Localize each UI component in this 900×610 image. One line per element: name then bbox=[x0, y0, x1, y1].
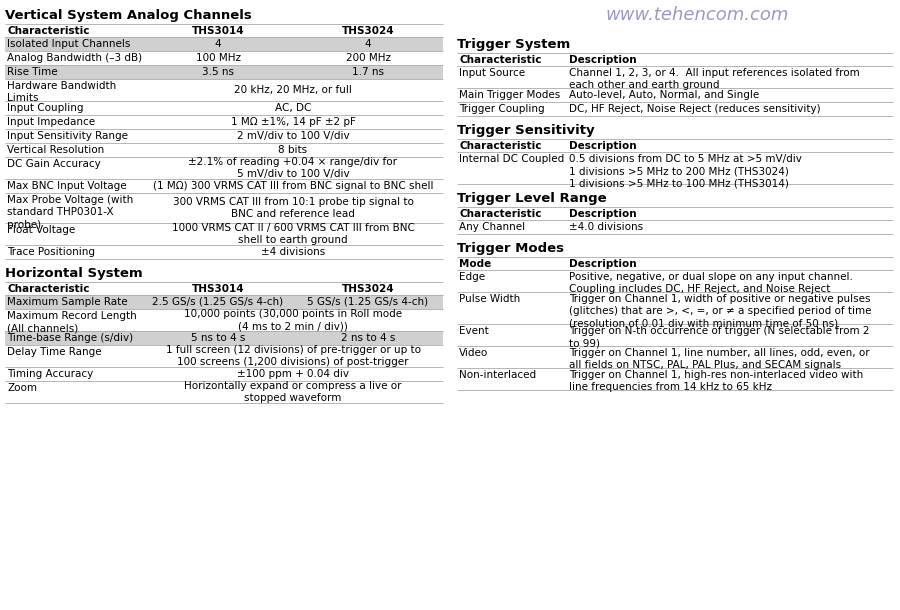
Text: Analog Bandwidth (–3 dB): Analog Bandwidth (–3 dB) bbox=[7, 53, 142, 63]
Text: Video: Video bbox=[459, 348, 488, 358]
Text: Input Source: Input Source bbox=[459, 68, 525, 78]
Text: Max BNC Input Voltage: Max BNC Input Voltage bbox=[7, 181, 127, 191]
Text: ±4.0 divisions: ±4.0 divisions bbox=[569, 222, 643, 232]
Text: DC Gain Accuracy: DC Gain Accuracy bbox=[7, 159, 101, 169]
Bar bbox=[5, 37, 443, 51]
Text: 1000 VRMS CAT II / 600 VRMS CAT III from BNC
shell to earth ground: 1000 VRMS CAT II / 600 VRMS CAT III from… bbox=[172, 223, 414, 245]
Text: Delay Time Range: Delay Time Range bbox=[7, 347, 102, 357]
Text: Channel 1, 2, 3, or 4.  All input references isolated from
each other and earth : Channel 1, 2, 3, or 4. All input referen… bbox=[569, 68, 859, 90]
Text: Trigger on Channel 1, width of positive or negative pulses
(glitches) that are >: Trigger on Channel 1, width of positive … bbox=[569, 294, 871, 329]
Text: (1 MΩ) 300 VRMS CAT III from BNC signal to BNC shell: (1 MΩ) 300 VRMS CAT III from BNC signal … bbox=[153, 181, 433, 191]
Text: Vertical System Analog Channels: Vertical System Analog Channels bbox=[5, 9, 252, 22]
Text: Trigger on N-th occurrence of trigger (N selectable from 2
to 99): Trigger on N-th occurrence of trigger (N… bbox=[569, 326, 869, 348]
Text: Vertical Resolution: Vertical Resolution bbox=[7, 145, 104, 155]
Text: Internal DC Coupled: Internal DC Coupled bbox=[459, 154, 564, 164]
Text: 2 ns to 4 s: 2 ns to 4 s bbox=[341, 333, 395, 343]
Text: Max Probe Voltage (with
standard THP0301-X
probe): Max Probe Voltage (with standard THP0301… bbox=[7, 195, 133, 230]
Text: Characteristic: Characteristic bbox=[7, 284, 89, 294]
Text: Horizontally expand or compress a live or
stopped waveform: Horizontally expand or compress a live o… bbox=[184, 381, 401, 403]
Text: 8 bits: 8 bits bbox=[278, 145, 308, 155]
Text: Maximum Sample Rate: Maximum Sample Rate bbox=[7, 297, 128, 307]
Text: Characteristic: Characteristic bbox=[459, 55, 542, 65]
Text: Description: Description bbox=[569, 141, 636, 151]
Text: 2 mV/div to 100 V/div: 2 mV/div to 100 V/div bbox=[237, 131, 349, 141]
Text: Hardware Bandwidth
Limits: Hardware Bandwidth Limits bbox=[7, 81, 116, 104]
Text: Trigger Coupling: Trigger Coupling bbox=[459, 104, 544, 114]
Text: www.tehencom.com: www.tehencom.com bbox=[605, 6, 788, 24]
Text: Trigger Modes: Trigger Modes bbox=[457, 242, 564, 255]
Text: Event: Event bbox=[459, 326, 489, 336]
Text: Auto-level, Auto, Normal, and Single: Auto-level, Auto, Normal, and Single bbox=[569, 90, 760, 100]
Text: 4: 4 bbox=[215, 39, 221, 49]
Text: 300 VRMS CAT III from 10:1 probe tip signal to
BNC and reference lead: 300 VRMS CAT III from 10:1 probe tip sig… bbox=[173, 197, 413, 219]
Text: Edge: Edge bbox=[459, 272, 485, 282]
Text: Characteristic: Characteristic bbox=[7, 26, 89, 36]
Text: Trace Positioning: Trace Positioning bbox=[7, 247, 95, 257]
Text: 5 ns to 4 s: 5 ns to 4 s bbox=[191, 333, 245, 343]
Text: Input Coupling: Input Coupling bbox=[7, 103, 84, 113]
Text: 10,000 points (30,000 points in Roll mode
(4 ms to 2 min / div)): 10,000 points (30,000 points in Roll mod… bbox=[184, 309, 402, 331]
Text: 5 GS/s (1.25 GS/s 4-ch): 5 GS/s (1.25 GS/s 4-ch) bbox=[308, 297, 428, 307]
Text: THS3024: THS3024 bbox=[342, 26, 394, 36]
Text: Time-base Range (s/div): Time-base Range (s/div) bbox=[7, 333, 133, 343]
Text: Input Impedance: Input Impedance bbox=[7, 117, 95, 127]
Text: Rise Time: Rise Time bbox=[7, 67, 58, 77]
Text: Description: Description bbox=[569, 259, 636, 269]
Text: Float Voltage: Float Voltage bbox=[7, 225, 76, 235]
Text: 100 MHz: 100 MHz bbox=[195, 53, 240, 63]
Text: Trigger on Channel 1, high-res non-interlaced video with
line frequencies from 1: Trigger on Channel 1, high-res non-inter… bbox=[569, 370, 863, 392]
Text: Description: Description bbox=[569, 209, 636, 219]
Text: 1 full screen (12 divisions) of pre-trigger or up to
100 screens (1,200 division: 1 full screen (12 divisions) of pre-trig… bbox=[166, 345, 420, 367]
Text: Timing Accuracy: Timing Accuracy bbox=[7, 369, 94, 379]
Bar bbox=[5, 331, 443, 345]
Text: Trigger Level Range: Trigger Level Range bbox=[457, 192, 607, 205]
Text: 0.5 divisions from DC to 5 MHz at >5 mV/div
1 divisions >5 MHz to 200 MHz (THS30: 0.5 divisions from DC to 5 MHz at >5 mV/… bbox=[569, 154, 802, 189]
Text: Isolated Input Channels: Isolated Input Channels bbox=[7, 39, 130, 49]
Text: THS3024: THS3024 bbox=[342, 284, 394, 294]
Text: Description: Description bbox=[569, 55, 636, 65]
Text: Main Trigger Modes: Main Trigger Modes bbox=[459, 90, 560, 100]
Text: 1.7 ns: 1.7 ns bbox=[352, 67, 384, 77]
Text: Maximum Record Length
(All channels): Maximum Record Length (All channels) bbox=[7, 311, 137, 334]
Text: THS3014: THS3014 bbox=[192, 284, 244, 294]
Text: 20 kHz, 20 MHz, or full: 20 kHz, 20 MHz, or full bbox=[234, 85, 352, 95]
Text: Characteristic: Characteristic bbox=[459, 209, 542, 219]
Text: THS3014: THS3014 bbox=[192, 26, 244, 36]
Text: Trigger Sensitivity: Trigger Sensitivity bbox=[457, 124, 595, 137]
Text: Trigger on Channel 1, line number, all lines, odd, even, or
all fields on NTSC, : Trigger on Channel 1, line number, all l… bbox=[569, 348, 869, 370]
Text: ±4 divisions: ±4 divisions bbox=[261, 247, 325, 257]
Text: Trigger System: Trigger System bbox=[457, 38, 571, 51]
Text: Horizontal System: Horizontal System bbox=[5, 267, 142, 280]
Bar bbox=[5, 295, 443, 309]
Text: 4: 4 bbox=[364, 39, 372, 49]
Text: ±100 ppm + 0.04 div: ±100 ppm + 0.04 div bbox=[237, 369, 349, 379]
Text: Non-interlaced: Non-interlaced bbox=[459, 370, 536, 380]
Text: Characteristic: Characteristic bbox=[459, 141, 542, 151]
Text: 200 MHz: 200 MHz bbox=[346, 53, 391, 63]
Text: Any Channel: Any Channel bbox=[459, 222, 525, 232]
Text: 2.5 GS/s (1.25 GS/s 4-ch): 2.5 GS/s (1.25 GS/s 4-ch) bbox=[152, 297, 284, 307]
Text: Positive, negative, or dual slope on any input channel.
Coupling includes DC, HF: Positive, negative, or dual slope on any… bbox=[569, 272, 853, 295]
Text: ±2.1% of reading +0.04 × range/div for
5 mV/div to 100 V/div: ±2.1% of reading +0.04 × range/div for 5… bbox=[188, 157, 398, 179]
Text: AC, DC: AC, DC bbox=[274, 103, 311, 113]
Text: DC, HF Reject, Noise Reject (reduces sensitivity): DC, HF Reject, Noise Reject (reduces sen… bbox=[569, 104, 821, 114]
Text: Mode: Mode bbox=[459, 259, 491, 269]
Text: 3.5 ns: 3.5 ns bbox=[202, 67, 234, 77]
Text: Pulse Width: Pulse Width bbox=[459, 294, 520, 304]
Text: 1 MΩ ±1%, 14 pF ±2 pF: 1 MΩ ±1%, 14 pF ±2 pF bbox=[230, 117, 356, 127]
Text: Zoom: Zoom bbox=[7, 383, 37, 393]
Bar bbox=[5, 65, 443, 79]
Text: Input Sensitivity Range: Input Sensitivity Range bbox=[7, 131, 128, 141]
